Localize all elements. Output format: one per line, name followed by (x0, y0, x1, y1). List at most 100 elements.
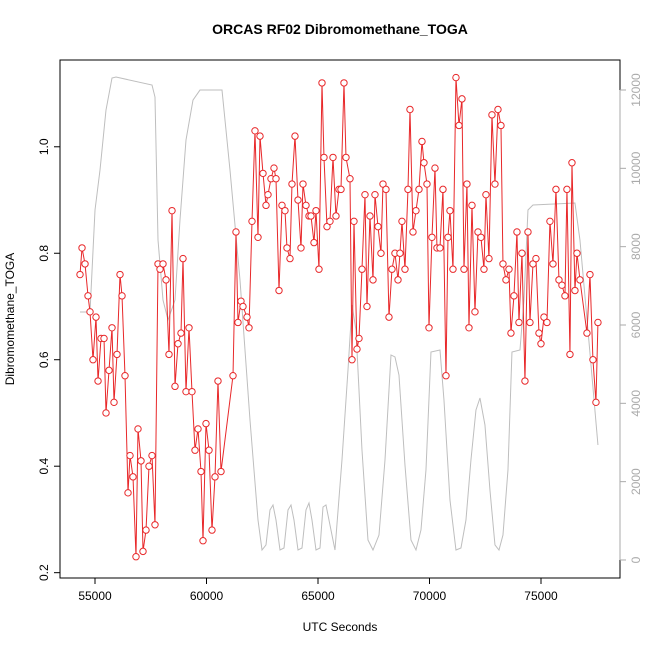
data-point (137, 457, 145, 465)
data-point (358, 265, 366, 273)
x-tick-label: 75000 (524, 589, 558, 603)
data-point (302, 201, 310, 210)
data-point (543, 318, 551, 327)
data-point (217, 467, 225, 476)
data-point (251, 127, 259, 135)
data-point (126, 451, 134, 460)
data-point (515, 318, 523, 327)
data-point (194, 425, 202, 433)
data-point (294, 196, 302, 204)
data-point (132, 553, 140, 561)
data-point (320, 153, 328, 162)
data-point (566, 350, 574, 359)
data-point (245, 324, 253, 332)
data-point (394, 276, 402, 284)
data-point (571, 286, 579, 295)
data-point (463, 180, 471, 188)
y2-tick-label: 0 (629, 556, 643, 563)
data-point (116, 270, 124, 279)
data-point (81, 260, 89, 268)
data-point (179, 254, 187, 263)
data-point (312, 206, 320, 215)
data-point (524, 228, 532, 236)
data-point (398, 217, 406, 226)
data-point (510, 292, 518, 300)
data-point (288, 180, 296, 188)
data-point (118, 292, 126, 300)
data-point (102, 409, 110, 417)
data-point (318, 79, 326, 87)
data-point (549, 260, 557, 268)
data-point (491, 180, 499, 188)
data-point (436, 244, 444, 252)
x-tick-label: 70000 (413, 589, 447, 603)
data-point (369, 276, 377, 284)
data-point (129, 473, 137, 481)
series-line (80, 76, 599, 552)
data-point (281, 206, 289, 215)
data-point (256, 132, 264, 140)
data-point (208, 526, 216, 534)
data-point (134, 425, 142, 433)
x-axis-label: UTC Seconds (303, 620, 378, 634)
data-point (363, 302, 371, 311)
data-point (139, 547, 147, 556)
data-point (191, 446, 199, 454)
data-point (174, 340, 182, 348)
y-tick-label: 0.8 (37, 245, 51, 262)
data-point (558, 281, 566, 289)
y-tick-label: 0.4 (37, 458, 51, 475)
data-point (232, 228, 240, 236)
data-point (329, 153, 337, 162)
data-point (182, 387, 190, 396)
data-point (270, 164, 278, 172)
data-point (385, 313, 393, 321)
x-tick-label: 60000 (190, 589, 224, 603)
data-point (299, 180, 307, 188)
data-point (366, 212, 374, 220)
data-point (409, 228, 417, 236)
y2-tick-label: 4000 (629, 390, 643, 417)
data-point (142, 526, 150, 534)
data-point (415, 185, 423, 194)
data-point (521, 377, 529, 385)
data-point (423, 180, 431, 188)
data-point (84, 292, 92, 300)
y2-tick-label: 12000 (629, 73, 643, 107)
data-point (337, 185, 345, 194)
y-axis-label: Dibromomethane_TOGA (3, 253, 17, 386)
data-point (513, 228, 521, 236)
data-point (561, 292, 569, 300)
data-point (377, 249, 385, 257)
y-tick-label: 0.6 (37, 351, 51, 368)
data-point (589, 356, 597, 364)
data-point (239, 302, 247, 311)
data-point (254, 233, 262, 241)
data-point (406, 105, 414, 114)
data-point (563, 185, 571, 194)
data-point (546, 217, 554, 226)
data-point (396, 249, 404, 257)
data-point (458, 95, 466, 103)
data-point (332, 212, 340, 220)
data-point (307, 212, 315, 220)
data-point (92, 313, 100, 321)
data-point (576, 276, 584, 284)
data-point (124, 489, 132, 497)
data-point (446, 206, 454, 215)
data-point (471, 308, 479, 316)
data-point (214, 377, 222, 385)
data-point (425, 324, 433, 332)
data-point (229, 371, 237, 380)
data-point (234, 318, 242, 327)
data-point (442, 371, 450, 380)
data-point (121, 371, 129, 380)
data-point (535, 329, 543, 337)
data-point (105, 366, 113, 375)
data-point (482, 190, 490, 199)
data-point (382, 185, 390, 194)
data-point (374, 222, 382, 231)
data-point (286, 254, 294, 263)
data-point (165, 350, 173, 359)
